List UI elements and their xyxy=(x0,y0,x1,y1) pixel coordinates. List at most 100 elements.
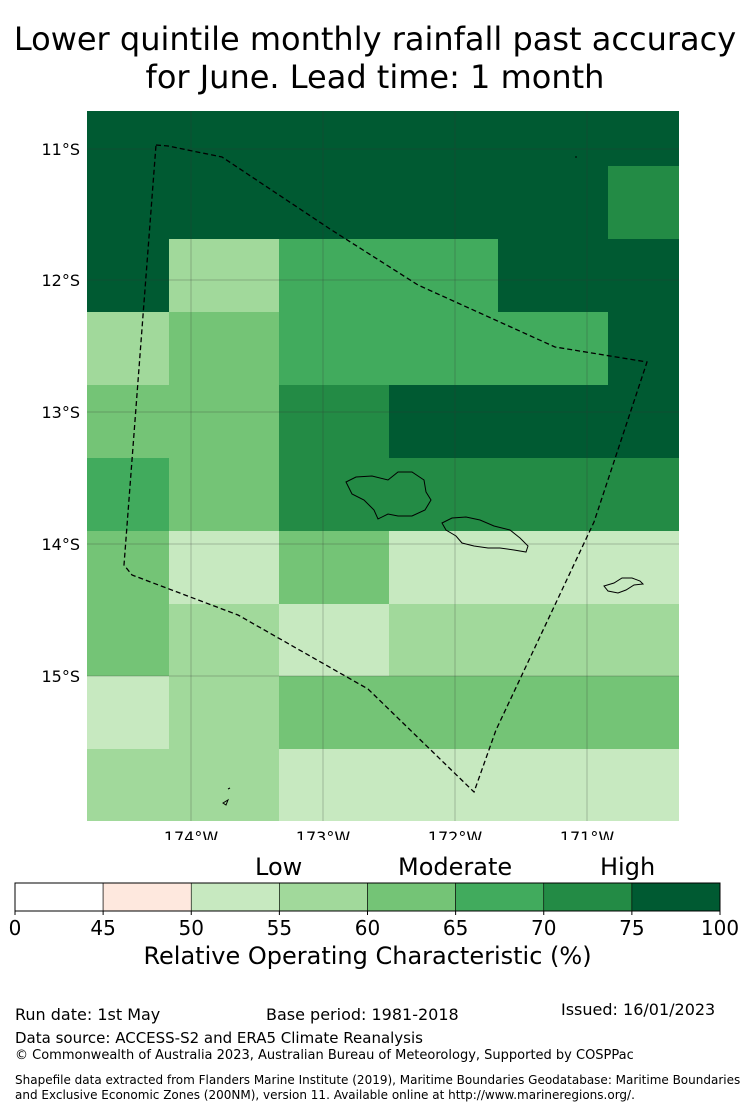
grid-cell xyxy=(279,385,389,458)
latitude-label: 14°S xyxy=(41,535,80,554)
samoa-islands xyxy=(222,156,645,806)
colorbar-bin xyxy=(102,882,192,912)
upolu-island-outline xyxy=(441,516,529,553)
colorbar-bins xyxy=(14,882,721,912)
latitude-label: 12°S xyxy=(41,271,80,290)
colorbar: 0 45 50 55 60 65 70 75 100 xyxy=(9,882,739,940)
colorbar-bin xyxy=(367,882,456,912)
colorbar-bin xyxy=(14,882,104,912)
issued-date: Issued: 16/01/2023 xyxy=(561,1000,716,1019)
latitude-label: 13°S xyxy=(41,403,80,422)
colorbar-tick-label: 65 xyxy=(443,916,468,940)
grid-cell xyxy=(498,385,608,458)
map-title-line-1: Lower quintile monthly rainfall past acc… xyxy=(13,20,737,58)
grid-cell xyxy=(169,604,279,676)
grid-cell xyxy=(87,676,169,749)
grid-cell xyxy=(389,458,498,531)
longitude-label: 172°W xyxy=(428,828,483,840)
grid-cell xyxy=(389,312,498,385)
grid-cell xyxy=(608,239,679,312)
grid-cell xyxy=(279,166,389,239)
grid-cell xyxy=(608,111,679,166)
grid-cell xyxy=(87,385,169,458)
colorbar-tick-label: 0 xyxy=(9,916,22,940)
colorbar-bin xyxy=(190,882,280,912)
colorbar-bin xyxy=(543,882,633,912)
run-date: Run date: 1st May xyxy=(15,1005,161,1024)
shapefile-credit-line-1: Shapefile data extracted from Flanders M… xyxy=(15,1073,741,1087)
islet-south-west-1 xyxy=(222,798,230,806)
graticule xyxy=(87,111,679,821)
grid-cell xyxy=(498,166,608,239)
grid-cell xyxy=(608,166,679,239)
grid-cell xyxy=(389,385,498,458)
grid-cell xyxy=(389,604,498,676)
grid-cell xyxy=(169,676,279,749)
latitude-labels: 11°S 12°S 13°S 14°S 15°S xyxy=(41,140,80,686)
grid-cell xyxy=(389,676,498,749)
grid-cell xyxy=(608,604,679,676)
grid-cell xyxy=(498,749,608,821)
colorbar-tick-label: 100 xyxy=(701,916,739,940)
grid-cell xyxy=(169,111,279,166)
grid-cell xyxy=(498,312,608,385)
grid-cell xyxy=(608,749,679,821)
latitude-label: 15°S xyxy=(41,667,80,686)
category-high-label: High xyxy=(600,853,656,881)
grid-cell xyxy=(169,312,279,385)
colorbar-bin xyxy=(455,882,545,912)
base-period: Base period: 1981-2018 xyxy=(266,1005,459,1024)
savaii-island-outline xyxy=(345,471,432,520)
grid-cell xyxy=(87,604,169,676)
longitude-label: 171°W xyxy=(560,828,615,840)
colorbar-bin xyxy=(279,882,368,912)
grid-cell xyxy=(498,458,608,531)
grid-cell xyxy=(169,749,279,821)
grid-cell xyxy=(389,749,498,821)
colorbar-tick-label: 50 xyxy=(179,916,204,940)
map-title-line-2: for June. Lead time: 1 month xyxy=(145,58,605,96)
colorbar-tick-label: 75 xyxy=(619,916,644,940)
grid-cell xyxy=(279,749,389,821)
grid-cell xyxy=(389,166,498,239)
grid-cell xyxy=(169,166,279,239)
grid-cell xyxy=(87,166,169,239)
grid-cell xyxy=(389,239,498,312)
colorbar-ticks: 0 45 50 55 60 65 70 75 100 xyxy=(9,911,739,940)
colorbar-tick-label: 60 xyxy=(355,916,380,940)
grid-cell xyxy=(87,239,169,312)
grid-cell xyxy=(279,531,389,604)
shapefile-credit-line-2: and Exclusive Economic Zones (200NM), ve… xyxy=(15,1088,635,1102)
roc-grid xyxy=(87,111,679,821)
grid-cell xyxy=(498,531,608,604)
grid-cell xyxy=(279,239,389,312)
tutuila-island-outline xyxy=(603,577,645,594)
colorbar-axis-label: Relative Operating Characteristic (%) xyxy=(143,942,592,970)
colorbar-tick-label: 45 xyxy=(90,916,115,940)
grid-cell xyxy=(169,385,279,458)
grid-cell xyxy=(87,312,169,385)
grid-cell xyxy=(608,458,679,531)
grid-cell xyxy=(169,531,279,604)
grid-cell xyxy=(279,604,389,676)
grid-cell xyxy=(389,111,498,166)
grid-cell xyxy=(498,604,608,676)
colorbar-bin xyxy=(631,882,721,912)
copyright-notice: © Commonwealth of Australia 2023, Austra… xyxy=(15,1048,634,1063)
grid-cell xyxy=(279,458,389,531)
colorbar-tick-label: 55 xyxy=(267,916,292,940)
longitude-label: 174°W xyxy=(164,828,219,840)
longitude-labels: 174°W 173°W 172°W 171°W xyxy=(164,828,615,840)
grid-cell xyxy=(279,312,389,385)
grid-cell xyxy=(87,458,169,531)
grid-cell xyxy=(87,749,169,821)
category-moderate-label: Moderate xyxy=(398,853,513,881)
eez-boundary xyxy=(123,144,648,794)
islet-south-west-2 xyxy=(227,787,231,790)
grid-cell xyxy=(279,111,389,166)
grid-cell xyxy=(389,531,498,604)
grid-cell xyxy=(279,676,389,749)
colorbar-tick-label: 70 xyxy=(531,916,556,940)
grid-cell xyxy=(169,458,279,531)
grid-cell xyxy=(169,239,279,312)
